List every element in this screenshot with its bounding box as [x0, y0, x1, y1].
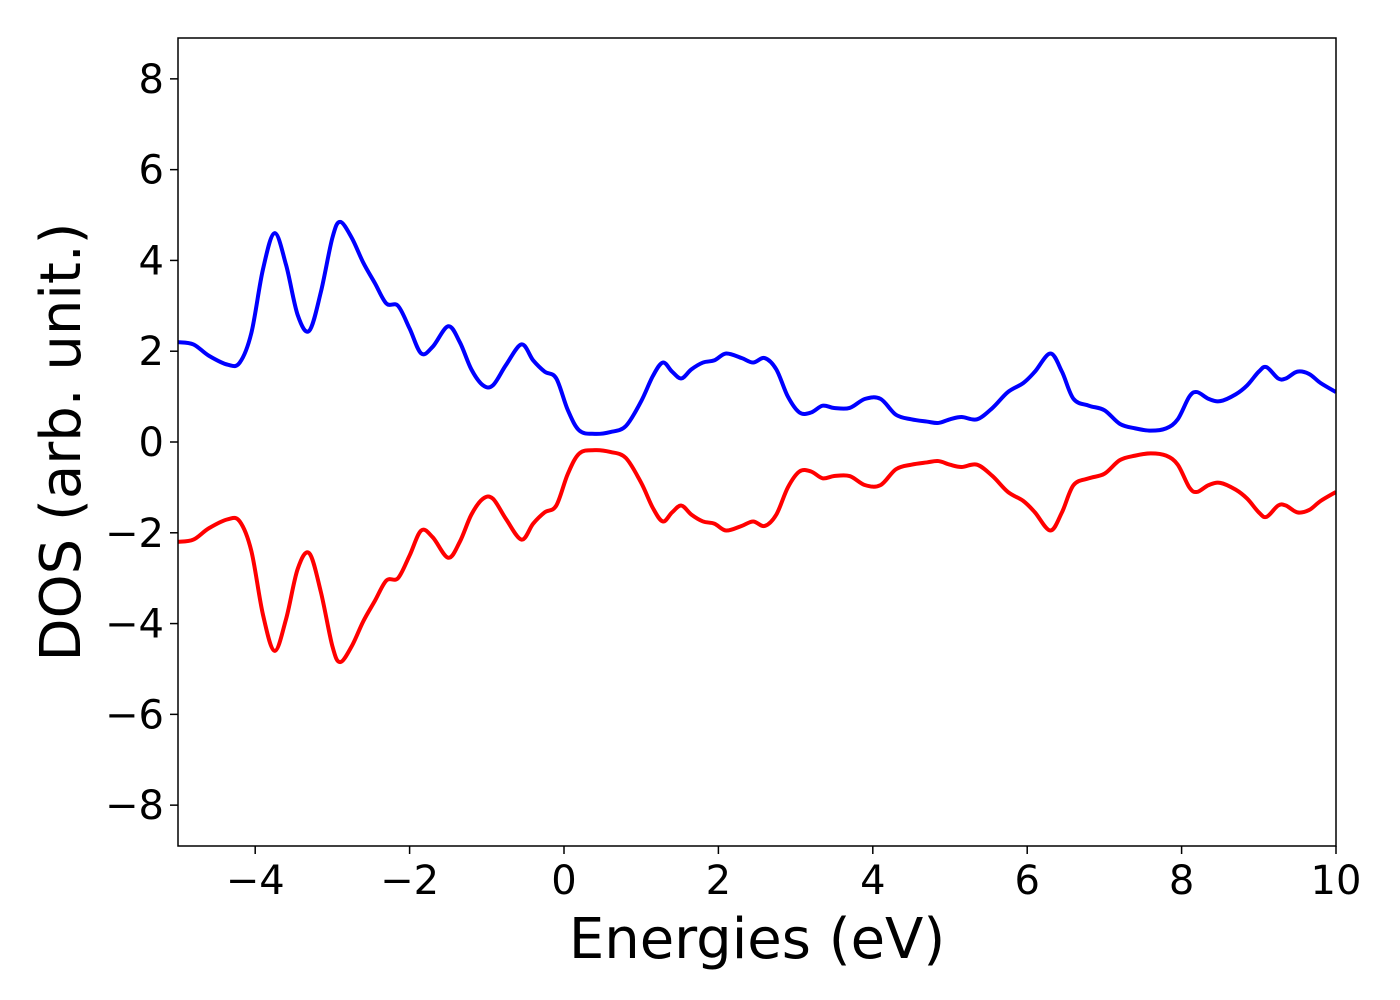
y-axis-ticks: 8 6 4 2 0 −2 −4 −6 −8: [105, 57, 178, 829]
x-tick-label: 2: [706, 858, 731, 904]
x-tick-label: 8: [1169, 858, 1194, 904]
x-axis-ticks: −4 −2 0 2 4 6 8 10: [226, 846, 1362, 904]
x-tick-label: 0: [551, 858, 576, 904]
y-tick-label: −2: [105, 511, 164, 557]
dos-curve-blue: [178, 219, 1336, 436]
y-tick-label: 2: [139, 329, 164, 375]
y-tick-label: −4: [105, 602, 164, 648]
x-tick-label: 10: [1311, 858, 1362, 904]
x-tick-label: −2: [380, 858, 439, 904]
y-axis-label: DOS (arb. unit.): [29, 222, 94, 661]
dos-curve-red: [178, 448, 1336, 665]
plot-area: [178, 219, 1336, 665]
y-tick-label: −6: [105, 692, 164, 738]
x-axis-label: Energies (eV): [569, 907, 945, 972]
x-tick-label: −4: [226, 858, 285, 904]
y-tick-label: 0: [139, 420, 164, 466]
y-tick-label: 8: [139, 57, 164, 103]
y-tick-label: 4: [139, 238, 164, 284]
x-tick-label: 4: [860, 858, 885, 904]
plot-frame: [177, 37, 1337, 847]
y-tick-label: −8: [105, 783, 164, 829]
y-tick-label: 6: [139, 148, 164, 194]
x-tick-label: 6: [1014, 858, 1039, 904]
